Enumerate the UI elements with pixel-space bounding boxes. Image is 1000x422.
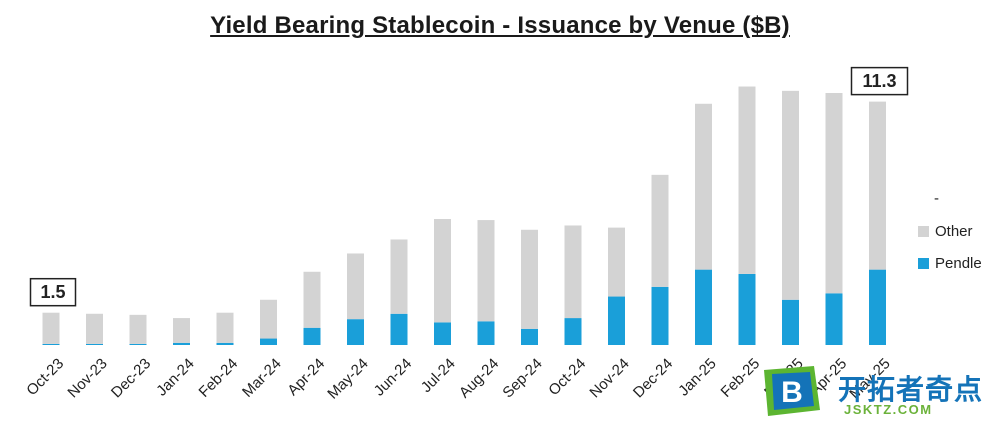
x-tick-label: Sep-24 bbox=[499, 355, 545, 401]
bar-pendle-May-25 bbox=[869, 269, 886, 345]
bar-pendle-Feb-25 bbox=[738, 273, 756, 345]
bar-pendle-Nov-24 bbox=[608, 296, 625, 345]
legend-item-other: Other bbox=[918, 222, 998, 240]
bar-other-Jun-24 bbox=[390, 239, 408, 314]
watermark-text: 开拓者奇点 bbox=[838, 374, 984, 405]
bar-other-Jan-24 bbox=[173, 318, 190, 343]
bar-other-May-25 bbox=[869, 101, 886, 270]
x-tick-label: Jan-24 bbox=[153, 355, 197, 399]
bar-pendle-Dec-24 bbox=[651, 286, 669, 345]
callout-layer: 1.5 11.3 bbox=[29, 66, 909, 307]
bar-pendle-Sep-24 bbox=[521, 328, 538, 345]
x-tick-label: Jan-25 bbox=[675, 355, 719, 399]
x-tick-label: Oct-23 bbox=[23, 355, 67, 399]
x-tick-label: Apr-24 bbox=[284, 355, 328, 399]
bar-pendle-Dec-23 bbox=[129, 343, 147, 345]
svg-text:B: B bbox=[781, 376, 803, 409]
bar-pendle-May-24 bbox=[347, 319, 364, 345]
bar-other-Sep-24 bbox=[521, 229, 538, 329]
bar-other-Mar-24 bbox=[260, 299, 277, 339]
x-tick-label: Nov-23 bbox=[64, 355, 110, 401]
bar-other-Oct-23 bbox=[42, 312, 60, 344]
legend-label-pendle: Pendle bbox=[935, 254, 982, 272]
legend-item-pendle: Pendle bbox=[918, 254, 998, 272]
bar-other-Nov-23 bbox=[86, 313, 103, 344]
x-tick-label: Jul-24 bbox=[418, 355, 459, 396]
bar-pendle-Nov-23 bbox=[86, 343, 103, 345]
bar-pendle-Mar-24 bbox=[260, 338, 277, 345]
bar-pendle-Mar-25 bbox=[782, 299, 799, 345]
callout-box bbox=[850, 66, 909, 96]
watermark-url: JSKTZ.COM bbox=[844, 402, 933, 417]
bar-pendle-Jan-24 bbox=[173, 342, 190, 345]
callout-box bbox=[29, 277, 77, 307]
x-tick-label: Feb-24 bbox=[196, 355, 242, 401]
x-tick-label: Mar-24 bbox=[239, 355, 285, 401]
bar-other-Nov-24 bbox=[608, 227, 625, 297]
x-tick-label: Dec-23 bbox=[108, 355, 154, 401]
watermark-logo-icon: B bbox=[764, 366, 820, 416]
chart-title: Yield Bearing Stablecoin - Issuance by V… bbox=[210, 12, 790, 39]
x-tick-label: Dec-24 bbox=[630, 355, 676, 401]
bar-pendle-Feb-24 bbox=[216, 342, 234, 345]
callout-label: 1.5 bbox=[40, 282, 65, 302]
x-tick-label: Nov-24 bbox=[586, 355, 632, 401]
bar-other-Feb-25 bbox=[738, 86, 756, 274]
legend-swatch-pendle bbox=[918, 257, 929, 269]
x-tick-label: May-24 bbox=[324, 355, 371, 402]
bar-other-Jul-24 bbox=[434, 219, 451, 323]
bar-other-Dec-24 bbox=[651, 174, 669, 287]
legend-dash: - bbox=[934, 190, 939, 207]
bars-layer bbox=[42, 86, 886, 345]
bar-pendle-Oct-23 bbox=[42, 343, 60, 345]
x-tick-label: Feb-25 bbox=[718, 355, 764, 401]
bar-pendle-Jan-25 bbox=[695, 269, 712, 345]
watermark: B 开拓者奇点 JSKTZ.COM bbox=[760, 366, 1000, 420]
bar-other-Feb-24 bbox=[216, 312, 234, 343]
callout-label: 11.3 bbox=[862, 71, 896, 91]
legend-label-other: Other bbox=[935, 222, 973, 240]
bar-other-Oct-24 bbox=[564, 225, 582, 319]
bar-other-May-24 bbox=[347, 253, 364, 320]
legend: - Other Pendle bbox=[918, 190, 998, 286]
bar-pendle-Apr-25 bbox=[825, 293, 843, 345]
bar-other-Dec-23 bbox=[129, 314, 147, 344]
bar-pendle-Aug-24 bbox=[477, 321, 495, 345]
bar-other-Aug-24 bbox=[477, 220, 495, 322]
x-tick-label: Oct-24 bbox=[545, 355, 589, 399]
bar-pendle-Jul-24 bbox=[434, 322, 451, 345]
bar-pendle-Oct-24 bbox=[564, 318, 582, 345]
bar-other-Mar-25 bbox=[782, 90, 799, 300]
legend-swatch-other bbox=[918, 225, 929, 237]
bar-other-Apr-25 bbox=[825, 93, 843, 294]
x-tick-label: Jun-24 bbox=[371, 355, 415, 399]
bar-pendle-Apr-24 bbox=[303, 327, 321, 345]
bar-pendle-Jun-24 bbox=[390, 313, 408, 345]
x-tick-label: Aug-24 bbox=[456, 355, 502, 401]
bar-other-Apr-24 bbox=[303, 271, 321, 328]
bar-other-Jan-25 bbox=[695, 103, 712, 270]
